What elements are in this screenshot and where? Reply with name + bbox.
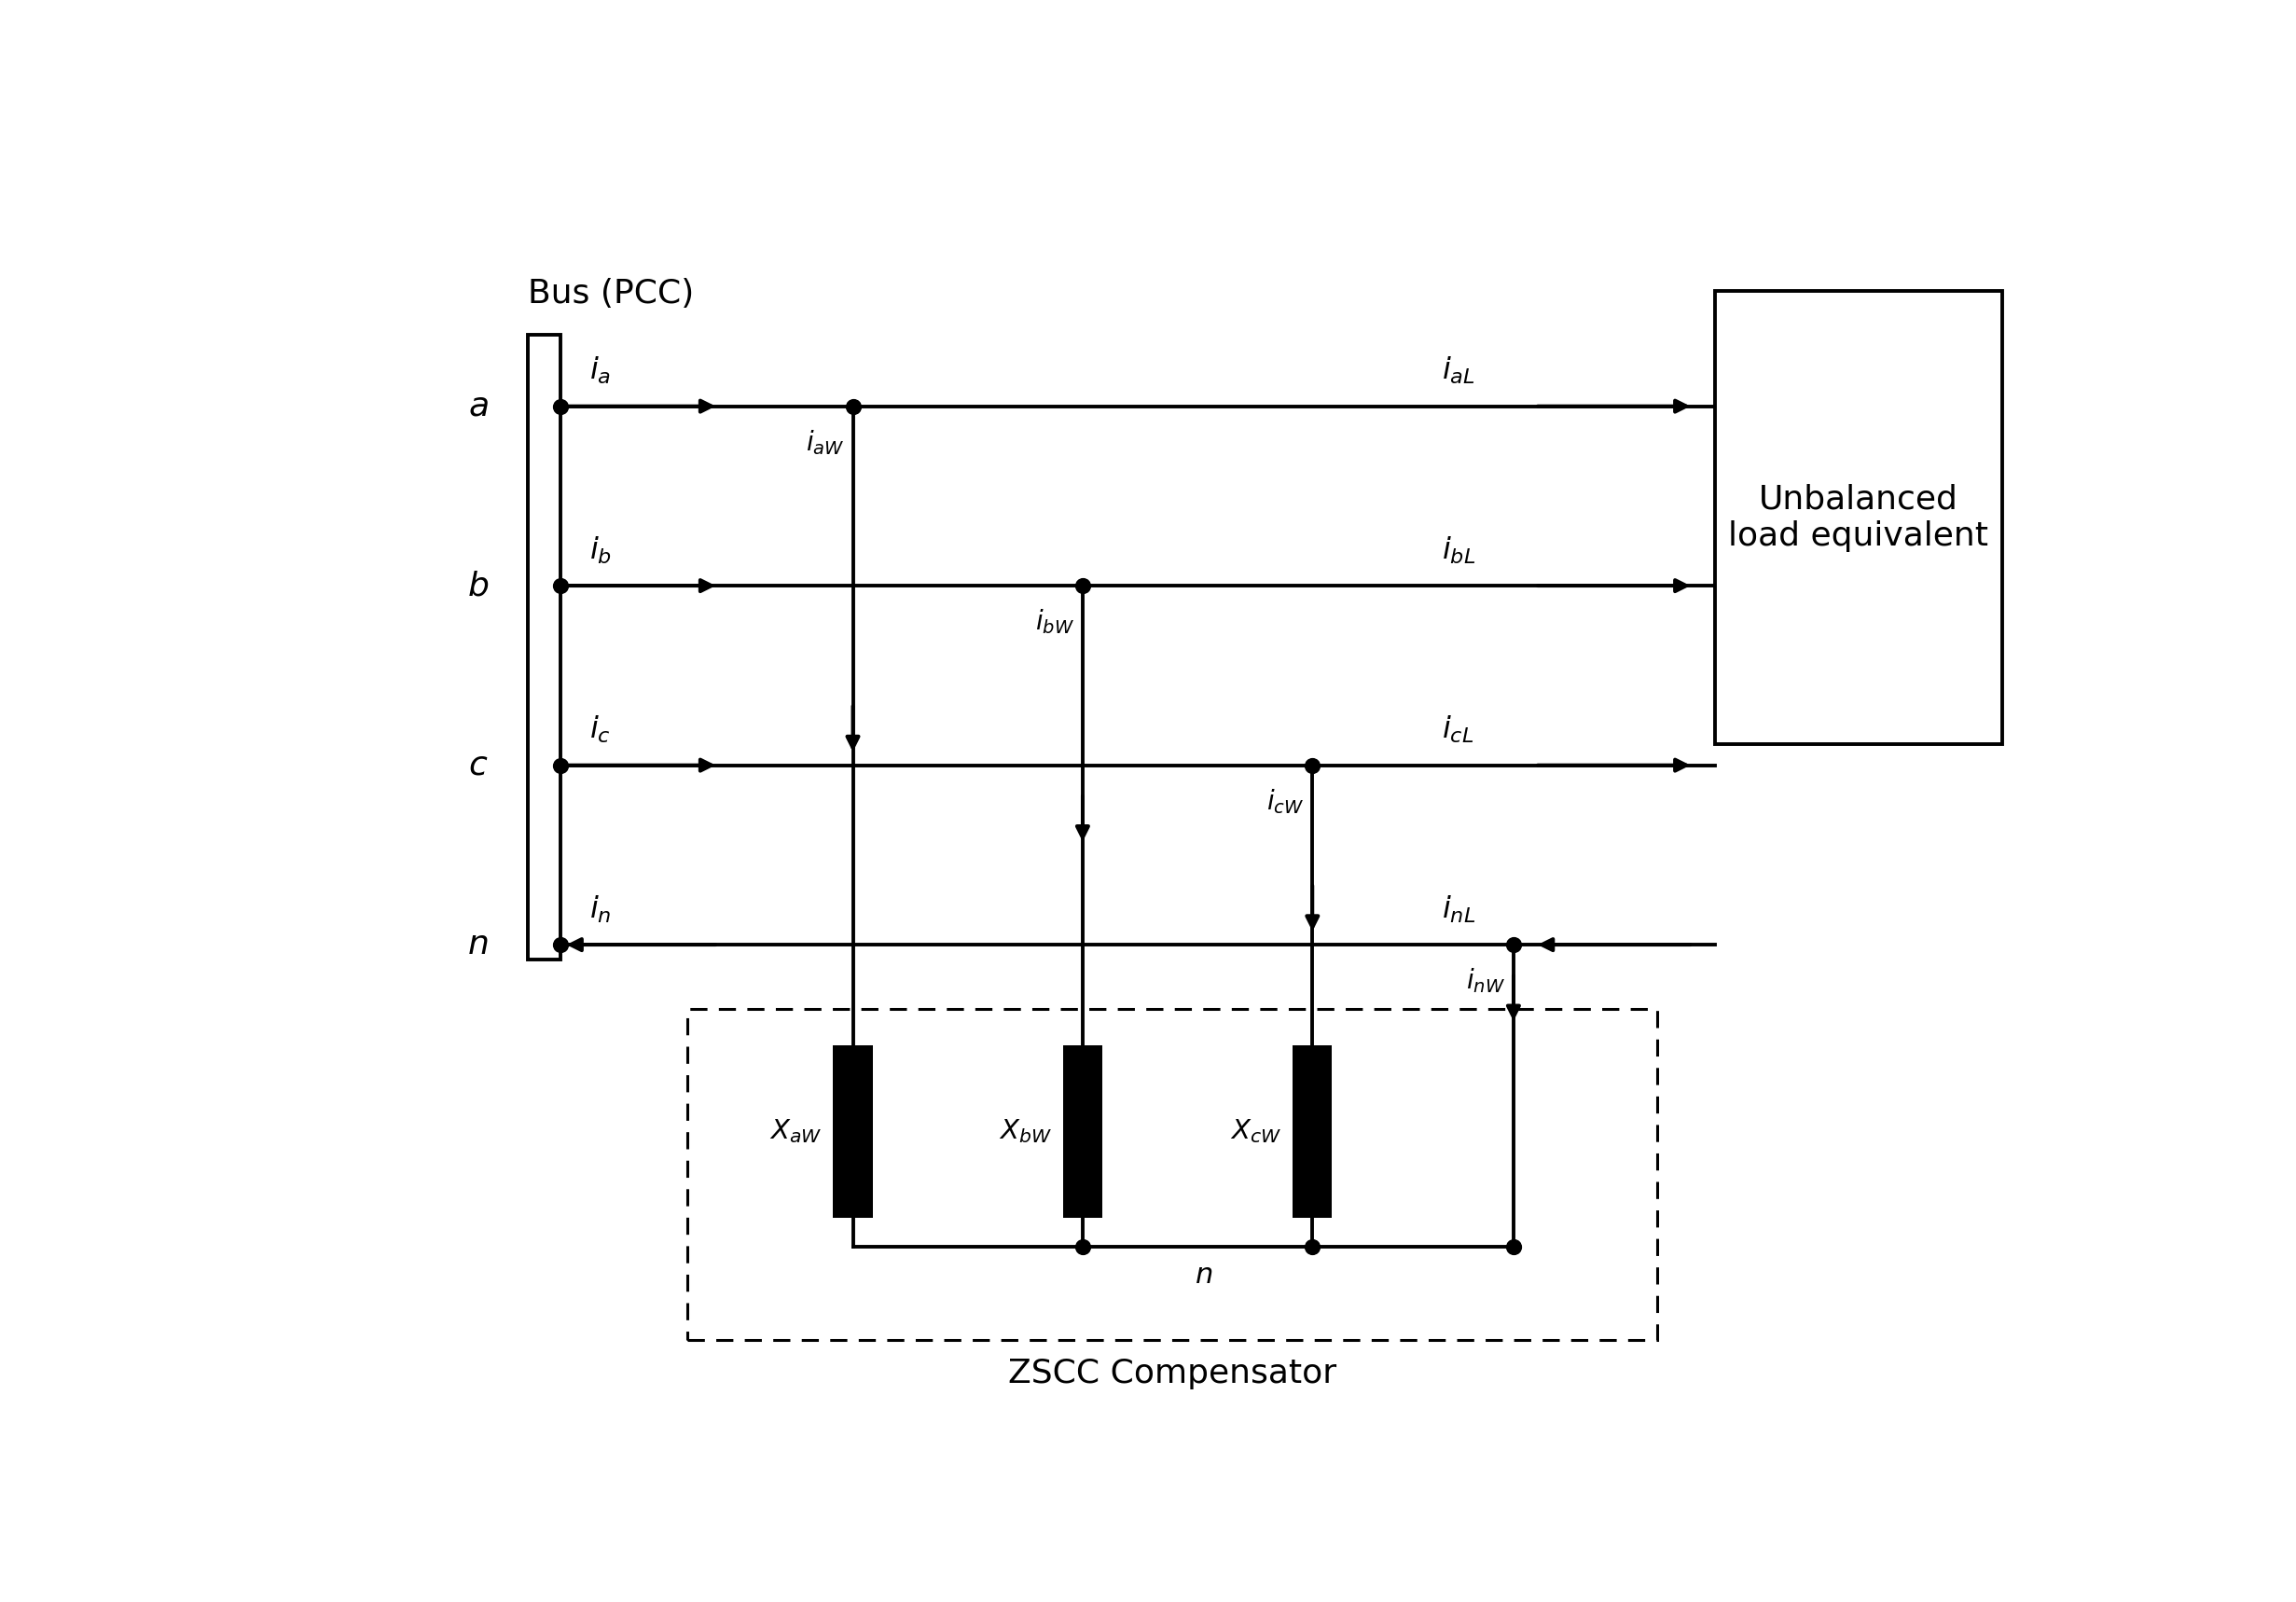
Point xyxy=(833,394,870,420)
Bar xyxy=(1715,292,2002,743)
Text: Bus (PCC): Bus (PCC) xyxy=(528,277,693,309)
Text: $b$: $b$ xyxy=(466,570,489,602)
Text: $i_{bW}$: $i_{bW}$ xyxy=(1035,607,1075,636)
Text: $i_{aL}$: $i_{aL}$ xyxy=(1442,356,1474,386)
Text: $i_n$: $i_n$ xyxy=(590,894,611,924)
Bar xyxy=(689,1009,1658,1339)
Point xyxy=(1495,1234,1531,1259)
Text: $X_{bW}$: $X_{bW}$ xyxy=(999,1118,1052,1145)
Text: $i_{nL}$: $i_{nL}$ xyxy=(1442,894,1476,924)
Point xyxy=(542,753,579,779)
Bar xyxy=(833,1045,872,1218)
Point xyxy=(1295,753,1332,779)
Text: $i_b$: $i_b$ xyxy=(590,535,611,566)
Text: $c$: $c$ xyxy=(468,750,489,782)
Point xyxy=(1495,932,1531,958)
Text: $i_{aW}$: $i_{aW}$ xyxy=(806,428,845,457)
Text: $X_{aW}$: $X_{aW}$ xyxy=(769,1118,822,1145)
Text: $i_{cL}$: $i_{cL}$ xyxy=(1442,714,1474,745)
Point xyxy=(1065,574,1102,599)
Text: $n$: $n$ xyxy=(468,929,489,961)
Text: $i_a$: $i_a$ xyxy=(590,356,611,386)
Bar xyxy=(1063,1045,1102,1218)
Text: Unbalanced
load equivalent: Unbalanced load equivalent xyxy=(1729,484,1988,551)
Bar xyxy=(528,335,560,960)
Text: $i_c$: $i_c$ xyxy=(590,714,611,745)
Point xyxy=(542,932,579,958)
Point xyxy=(1065,1234,1102,1259)
Text: $i_{bL}$: $i_{bL}$ xyxy=(1442,535,1476,566)
Text: $i_{cW}$: $i_{cW}$ xyxy=(1265,787,1304,815)
Text: $X_{cW}$: $X_{cW}$ xyxy=(1231,1118,1281,1145)
Text: $i_{nW}$: $i_{nW}$ xyxy=(1465,966,1504,995)
Text: $a$: $a$ xyxy=(468,391,489,421)
Text: ZSCC Compensator: ZSCC Compensator xyxy=(1008,1357,1336,1389)
Point xyxy=(542,394,579,420)
Point xyxy=(542,574,579,599)
Text: n: n xyxy=(1196,1262,1215,1290)
Bar xyxy=(1293,1045,1332,1218)
Point xyxy=(1295,1234,1332,1259)
